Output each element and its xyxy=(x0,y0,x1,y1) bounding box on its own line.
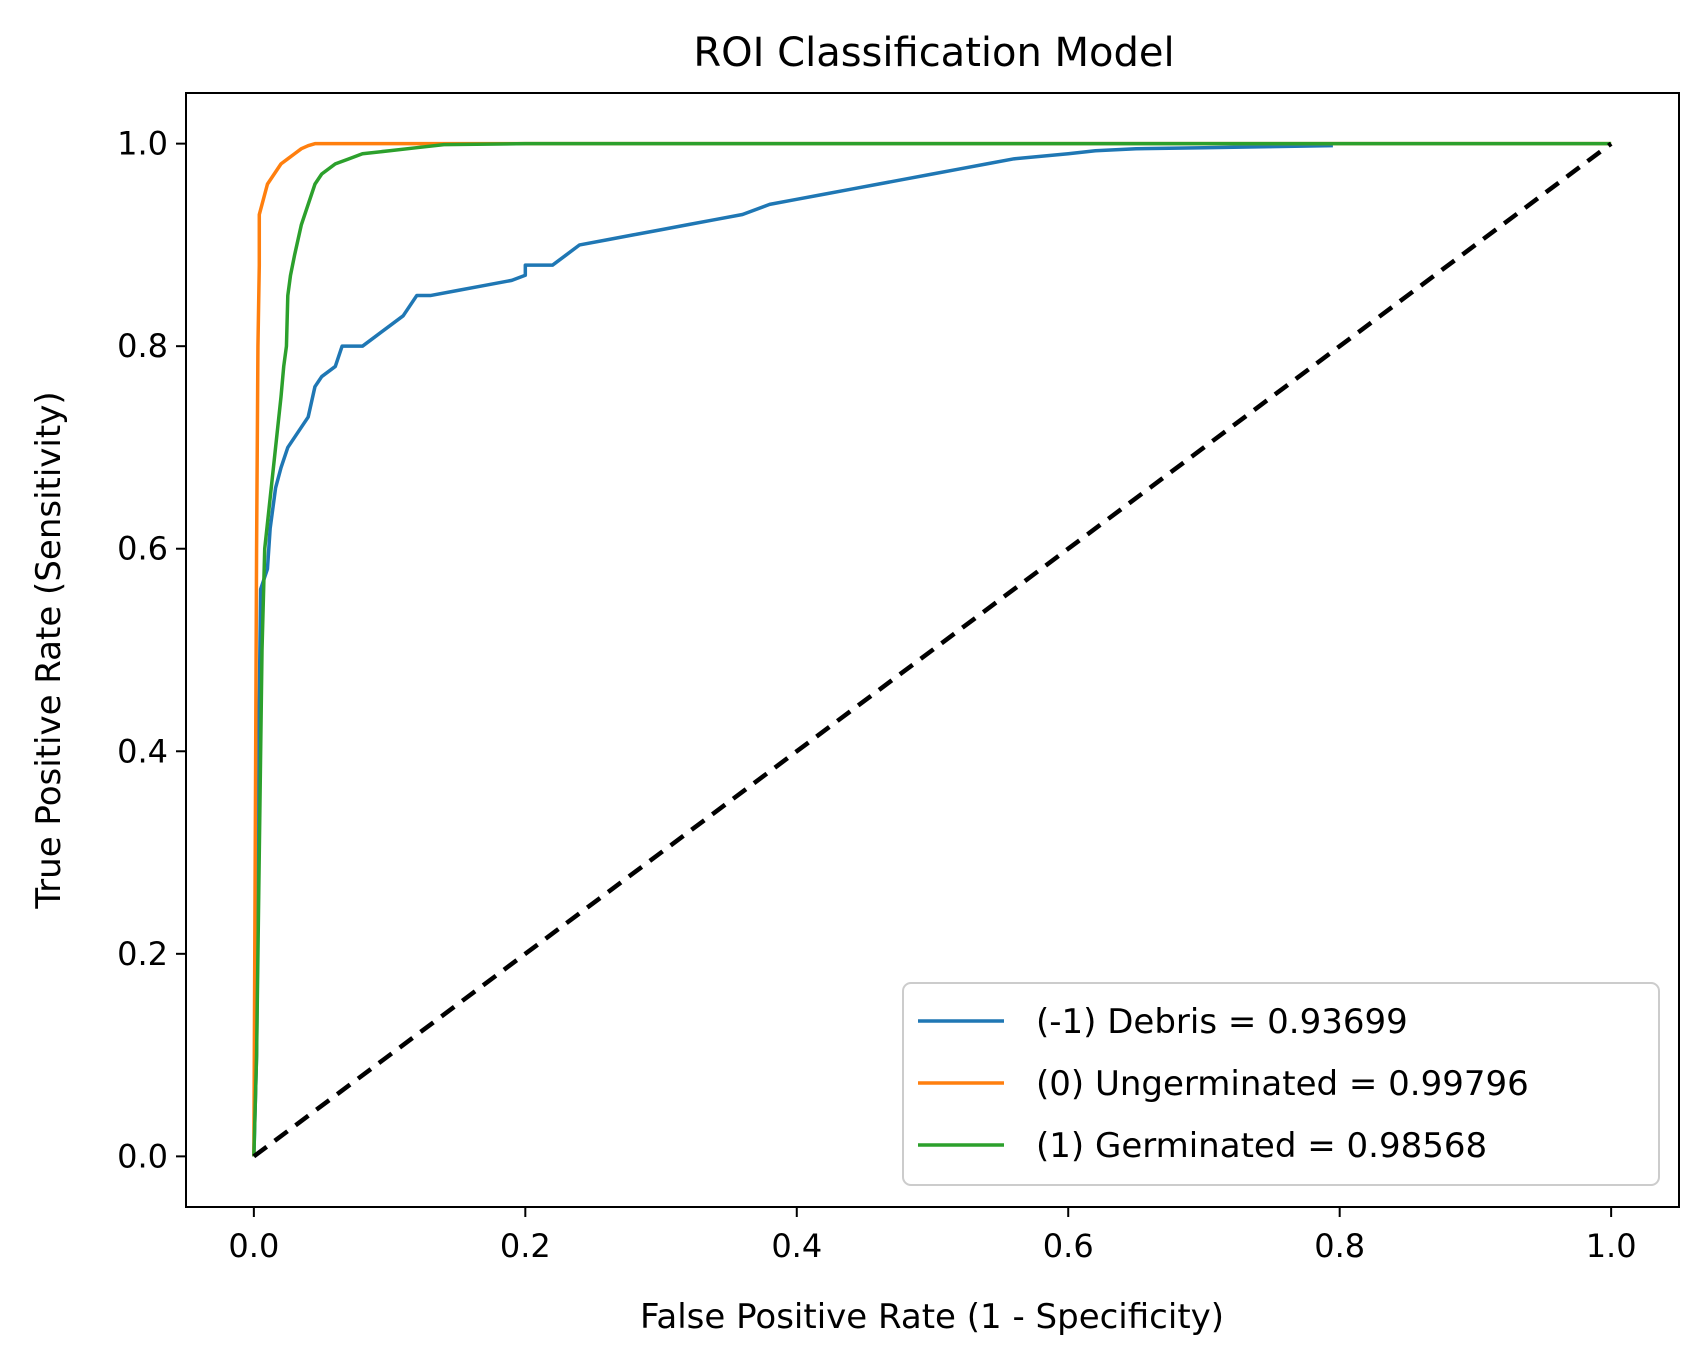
legend: (-1) Debris = 0.93699 (0) Ungerminated = … xyxy=(902,982,1660,1186)
y-tick-label: 1.0 xyxy=(117,125,168,163)
x-axis-label: False Positive Rate (1 - Specificity) xyxy=(640,1297,1224,1337)
x-tick-label: 0.0 xyxy=(228,1227,279,1265)
y-tick-label: 0.2 xyxy=(117,935,168,973)
chance-diagonal-line xyxy=(252,141,1613,1159)
x-tick-label: 0.2 xyxy=(500,1227,551,1265)
plot-border xyxy=(185,92,1680,1208)
series-line-1 xyxy=(252,141,1612,1157)
y-tick-label: 0.8 xyxy=(117,327,168,365)
x-tick-label: 0.8 xyxy=(1314,1227,1365,1265)
y-tick-label: 0.6 xyxy=(117,530,168,568)
legend-box xyxy=(902,982,1660,1186)
x-axis: 0.0 0.2 0.4 0.6 0.8 1.0 xyxy=(228,1207,1637,1265)
x-tick-label: 0.4 xyxy=(771,1227,822,1265)
series-layer xyxy=(252,141,1613,1159)
series-line-2 xyxy=(252,141,1612,1157)
legend-label-2: (1) Germinated = 0.98568 xyxy=(1036,1126,1487,1166)
x-tick-label: 0.6 xyxy=(1043,1227,1094,1265)
y-tick-label: 0.0 xyxy=(117,1137,168,1175)
y-axis-label: True Positive Rate (Sensitivity) xyxy=(29,391,69,909)
legend-label-0: (-1) Debris = 0.93699 xyxy=(1036,1002,1408,1042)
chart-title: ROI Classification Model xyxy=(693,30,1174,76)
y-axis: 0.0 0.2 0.4 0.6 0.8 1.0 xyxy=(117,125,186,1175)
y-tick-label: 0.4 xyxy=(117,732,168,770)
legend-label-1: (0) Ungerminated = 0.99796 xyxy=(1036,1064,1529,1104)
series-line-0 xyxy=(252,143,1333,1157)
x-tick-label: 1.0 xyxy=(1586,1227,1637,1265)
